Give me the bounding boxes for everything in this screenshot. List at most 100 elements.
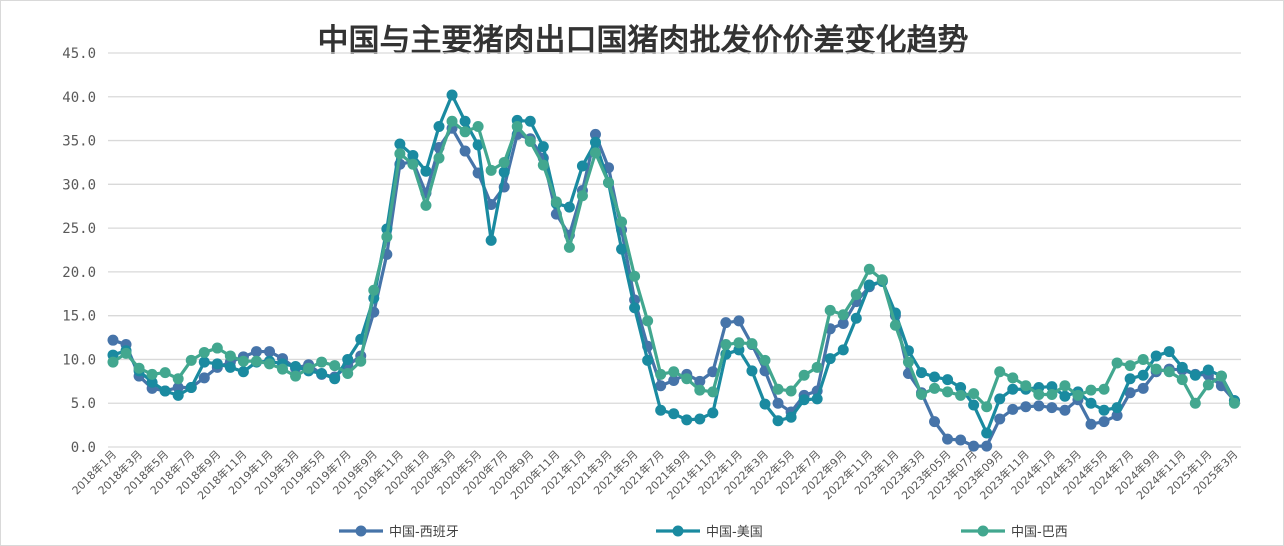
data-point xyxy=(889,319,901,331)
data-point xyxy=(746,365,758,377)
data-point xyxy=(1111,357,1123,369)
data-point xyxy=(1189,397,1201,409)
data-point xyxy=(185,354,197,366)
legend-label-2: 中国-巴西 xyxy=(1011,525,1068,540)
data-point xyxy=(172,373,184,385)
data-point xyxy=(185,381,197,393)
data-point xyxy=(107,356,119,368)
data-point xyxy=(785,411,797,423)
legend-label-0: 中国-西班牙 xyxy=(389,525,459,540)
data-point xyxy=(563,241,575,253)
data-point xyxy=(1046,381,1058,393)
data-point xyxy=(290,360,302,372)
y-tick-label: 45.0 xyxy=(62,46,96,62)
data-point xyxy=(1111,409,1123,421)
data-point xyxy=(955,434,967,446)
data-point xyxy=(537,141,549,153)
data-point xyxy=(955,381,967,393)
data-point xyxy=(394,148,406,160)
data-point xyxy=(198,372,210,384)
data-point xyxy=(994,366,1006,378)
data-point xyxy=(446,89,458,101)
data-point xyxy=(1085,384,1097,396)
data-point xyxy=(681,414,693,426)
data-point xyxy=(1202,379,1214,391)
data-point xyxy=(1020,401,1032,413)
data-point xyxy=(915,388,927,400)
data-point xyxy=(1150,363,1162,375)
data-point xyxy=(433,121,445,133)
data-point xyxy=(120,347,132,359)
data-point xyxy=(1150,350,1162,362)
data-point xyxy=(837,309,849,321)
data-point xyxy=(1228,397,1240,409)
y-tick-label: 35.0 xyxy=(62,134,96,150)
data-point xyxy=(850,289,862,301)
data-point xyxy=(929,371,941,383)
data-point xyxy=(1059,404,1071,416)
data-point xyxy=(1085,397,1097,409)
data-point xyxy=(1059,390,1071,402)
data-point xyxy=(642,315,654,327)
data-point xyxy=(759,354,771,366)
y-tick-label: 40.0 xyxy=(62,90,96,106)
data-point xyxy=(1085,418,1097,430)
data-point xyxy=(668,366,680,378)
data-point xyxy=(146,376,158,388)
data-point xyxy=(681,373,693,385)
data-point xyxy=(576,190,588,202)
data-point xyxy=(498,166,510,178)
data-point xyxy=(1059,380,1071,392)
data-point xyxy=(237,366,249,378)
data-point xyxy=(485,164,497,176)
data-point xyxy=(915,367,927,379)
data-point xyxy=(1098,416,1110,428)
data-point xyxy=(589,147,601,159)
data-point xyxy=(563,201,575,213)
data-point xyxy=(981,401,993,413)
data-point xyxy=(1033,400,1045,412)
data-point xyxy=(629,302,641,314)
data-point xyxy=(772,383,784,395)
data-point xyxy=(968,388,980,400)
data-point xyxy=(837,318,849,330)
data-point xyxy=(1202,364,1214,376)
data-point xyxy=(355,355,367,367)
data-point xyxy=(107,334,119,346)
data-point xyxy=(1124,360,1136,372)
data-point xyxy=(1098,404,1110,416)
data-point xyxy=(863,279,875,291)
data-point xyxy=(316,367,328,379)
data-point xyxy=(1020,380,1032,392)
legend-marker-0 xyxy=(355,525,367,537)
legend-marker-1 xyxy=(672,525,684,537)
data-point xyxy=(616,243,628,255)
data-point xyxy=(707,386,719,398)
data-point xyxy=(224,350,236,362)
data-point xyxy=(1124,387,1136,399)
data-point xyxy=(237,355,249,367)
data-point xyxy=(133,362,145,374)
data-point xyxy=(902,356,914,368)
data-point xyxy=(550,196,562,208)
data-point xyxy=(263,358,275,370)
data-point xyxy=(1007,372,1019,384)
data-point xyxy=(263,346,275,358)
legend-label-1: 中国-美国 xyxy=(706,525,763,540)
data-point xyxy=(1033,388,1045,400)
data-point xyxy=(524,135,536,147)
data-point xyxy=(537,159,549,171)
data-point xyxy=(290,370,302,382)
data-point xyxy=(159,367,171,379)
data-point xyxy=(1072,389,1084,401)
data-point xyxy=(485,234,497,246)
data-point xyxy=(159,385,171,397)
data-point xyxy=(668,408,680,420)
y-tick-label: 0.0 xyxy=(71,440,96,456)
data-point xyxy=(798,394,810,406)
data-point xyxy=(433,152,445,164)
data-point xyxy=(198,346,210,358)
data-point xyxy=(498,156,510,168)
data-point xyxy=(394,138,406,150)
data-point xyxy=(1137,382,1149,394)
